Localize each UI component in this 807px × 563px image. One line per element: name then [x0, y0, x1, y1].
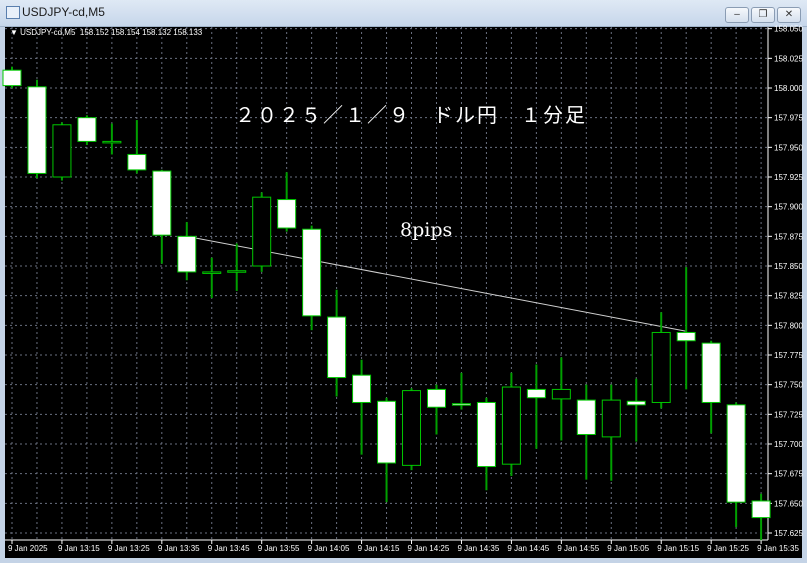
candle-body-bear [377, 400, 397, 464]
candle-body-bear [302, 228, 322, 317]
candle-body-bear [27, 86, 47, 174]
x-tick-label: 9 Jan 13:55 [258, 544, 300, 553]
candle-body-bear [2, 69, 22, 87]
candle-body-bear [451, 403, 471, 406]
candle-body-bear [576, 399, 596, 436]
annotation-pips: 8pips [400, 219, 453, 241]
candle-body-bull [252, 196, 272, 267]
y-tick-label: 157.825 [774, 292, 803, 301]
info-line: ▼ USDJPY-cd,M5 158.152 158.154 158.132 1… [10, 28, 202, 37]
window-title: USDJPY-cd,M5 [22, 5, 105, 19]
chart-window-icon [6, 6, 20, 19]
candle-body-bull [52, 124, 72, 178]
candle-body-bear [277, 199, 297, 229]
candle-body-bear [676, 331, 696, 342]
chart-area[interactable] [5, 27, 802, 558]
candle-body-bear [626, 400, 646, 406]
y-tick-label: 157.725 [774, 410, 803, 419]
y-tick-label: 158.025 [774, 54, 803, 63]
x-tick-label: 9 Jan 15:25 [707, 544, 749, 553]
candle-body-bull [651, 331, 671, 403]
y-tick-label: 157.900 [774, 203, 803, 212]
candle-body-bull [402, 390, 422, 466]
candle-body-bear [526, 388, 546, 399]
info-symbol: USDJPY-cd,M5 [20, 28, 76, 37]
candle-body-bull [227, 270, 247, 273]
y-tick-label: 158.050 [774, 25, 803, 34]
candle-body-bull [102, 140, 122, 144]
y-tick-label: 158.000 [774, 84, 803, 93]
y-tick-label: 157.700 [774, 440, 803, 449]
y-tick-label: 157.875 [774, 232, 803, 241]
close-button[interactable]: ✕ [777, 7, 801, 23]
x-tick-label: 9 Jan 15:05 [607, 544, 649, 553]
candle-body-bull [551, 388, 571, 400]
candle-body-bear [476, 401, 496, 468]
minimize-button[interactable]: – [725, 7, 749, 23]
candle-body-bull [202, 271, 222, 274]
x-tick-label: 9 Jan 13:45 [208, 544, 250, 553]
x-tick-label: 9 Jan 14:35 [457, 544, 499, 553]
x-tick-label: 9 Jan 14:15 [358, 544, 400, 553]
x-tick-label: 9 Jan 15:35 [757, 544, 799, 553]
y-tick-label: 157.750 [774, 381, 803, 390]
candle-body-bear [726, 404, 746, 503]
y-tick-label: 157.975 [774, 114, 803, 123]
x-tick-label: 9 Jan 14:55 [557, 544, 599, 553]
y-tick-label: 157.925 [774, 173, 803, 182]
info-ohlc: 158.152 158.154 158.132 158.133 [79, 28, 203, 37]
annotation-title: ２０２５／１／９ ドル円 １分足 [235, 103, 587, 127]
y-tick-label: 157.625 [774, 529, 803, 538]
candle-body-bear [77, 117, 97, 142]
x-tick-label: 9 Jan 13:35 [158, 544, 200, 553]
x-tick-label: 9 Jan 13:25 [108, 544, 150, 553]
x-tick-label: 9 Jan 14:45 [507, 544, 549, 553]
candle-body-bear [701, 342, 721, 403]
candle-body-bull [601, 399, 621, 438]
candle-body-bear [177, 235, 197, 273]
x-tick-label: 9 Jan 14:25 [408, 544, 450, 553]
candle-body-bear [127, 153, 147, 171]
x-tick-label: 9 Jan 15:15 [657, 544, 699, 553]
y-tick-label: 157.775 [774, 351, 803, 360]
x-tick-label: 9 Jan 13:15 [58, 544, 100, 553]
candle-body-bear [751, 500, 771, 519]
x-tick-label: 9 Jan 14:05 [308, 544, 350, 553]
candle-body-bear [152, 170, 172, 236]
y-tick-label: 157.650 [774, 499, 803, 508]
y-tick-label: 157.675 [774, 470, 803, 479]
y-tick-label: 157.950 [774, 143, 803, 152]
restore-button[interactable]: ❐ [751, 7, 775, 23]
x-tick-label: 9 Jan 2025 [8, 544, 48, 553]
window-titlebar: USDJPY-cd,M5 – ❐ ✕ [0, 0, 807, 27]
candle-body-bear [352, 374, 372, 403]
y-tick-label: 157.850 [774, 262, 803, 271]
candle-body-bear [327, 316, 347, 379]
candle-body-bear [426, 388, 446, 408]
dropdown-triangle-icon[interactable]: ▼ [10, 28, 21, 37]
y-tick-label: 157.800 [774, 321, 803, 330]
candle-body-bull [501, 386, 521, 465]
